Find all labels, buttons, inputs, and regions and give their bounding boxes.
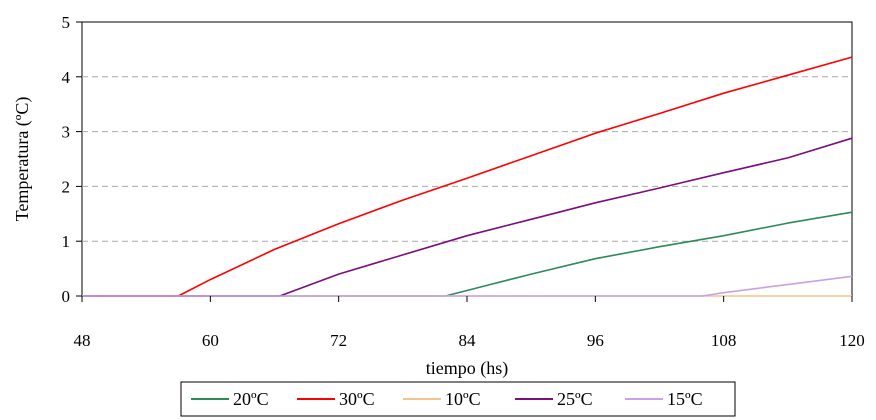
legend: 20ºC 30ºC 10ºC 25ºC 15ºC <box>180 381 736 417</box>
x-tick-label: 108 <box>711 331 737 350</box>
plot-area <box>81 21 853 297</box>
x-tick-label: 120 <box>839 331 865 350</box>
legend-label: 15ºC <box>667 389 703 409</box>
x-tick-label: 48 <box>74 331 91 350</box>
legend-label: 20ºC <box>233 389 269 409</box>
x-axis-title: tiempo (hs) <box>426 358 509 379</box>
x-tick-label: 60 <box>202 331 219 350</box>
y-tick-label: 1 <box>62 232 71 251</box>
x-tick-label: 96 <box>587 331 604 350</box>
series-line-30ºC <box>82 56 853 297</box>
y-axis-title: Temperatura (ºC) <box>12 97 33 222</box>
y-tick-label: 0 <box>62 287 71 306</box>
grid-lines <box>82 76 852 242</box>
y-tick-label: 2 <box>62 177 71 196</box>
legend-label: 10ºC <box>445 389 481 409</box>
x-tick-label: 84 <box>459 331 477 350</box>
series-line-20ºC <box>82 211 853 297</box>
y-tick-label: 4 <box>62 68 71 87</box>
series-line-25ºC <box>82 137 853 297</box>
y-tick-label: 5 <box>62 13 71 32</box>
y-tick-label: 3 <box>62 123 71 142</box>
x-tick-label: 72 <box>330 331 347 350</box>
axes: 0 1 2 3 4 5 48 60 72 84 96 108 120 <box>62 13 865 350</box>
legend-label: 25ºC <box>557 389 593 409</box>
series-line-15ºC <box>82 275 853 297</box>
legend-label: 30ºC <box>339 389 375 409</box>
